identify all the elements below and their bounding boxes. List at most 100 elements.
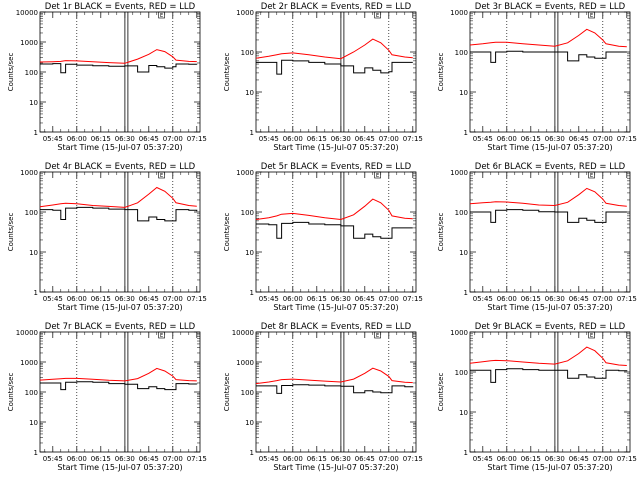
x-tick-label: 06:15 <box>521 455 541 463</box>
x-tick-label: 06:45 <box>569 135 589 143</box>
y-tick-label: 1 <box>250 129 254 137</box>
x-axis-label: Start Time (15-Jul-07 05:37:20) <box>487 463 612 472</box>
y-tick-label: 1000 <box>20 359 38 367</box>
chart-title: Det 1r BLACK = Events, RED = LLD <box>45 2 196 12</box>
x-tick-label: 07:15 <box>403 295 423 303</box>
y-axis-label: Counts/sec <box>223 373 231 412</box>
y-tick-label: 10 <box>29 99 38 107</box>
panel-det-4: Det 4r BLACK = Events, RED = LLD 1 10 100 10… <box>7 162 207 312</box>
x-tick-label: 06:30 <box>115 455 135 463</box>
x-tick-label: 07:00 <box>163 135 183 143</box>
y-tick-label: 1 <box>250 289 254 297</box>
panel-det-5: Det 5r BLACK = Events, RED = LLD 1 10 100 10… <box>223 162 423 312</box>
y-tick-label: 1 <box>464 289 468 297</box>
x-tick-label: 05:45 <box>473 295 493 303</box>
x-tick-label: 06:45 <box>139 455 159 463</box>
y-tick-label: 1000 <box>236 359 254 367</box>
y-tick-label: 100 <box>241 389 254 397</box>
x-tick-label: 06:00 <box>497 455 517 463</box>
x-tick-label: 07:00 <box>593 455 613 463</box>
x-tick-label: 05:45 <box>473 455 493 463</box>
x-tick-label: 06:15 <box>91 455 111 463</box>
plot-frame <box>39 331 201 453</box>
x-tick-label: 07:15 <box>187 135 207 143</box>
x-tick-label: 07:15 <box>403 135 423 143</box>
flag-label: E <box>376 333 379 339</box>
x-axis-label: Start Time (15-Jul-07 05:37:20) <box>487 303 612 312</box>
x-tick-label: 06:00 <box>67 295 87 303</box>
series-events-line <box>256 384 414 394</box>
flag-box <box>158 171 165 179</box>
flag-label: E <box>376 13 379 19</box>
x-tick-label: 05:45 <box>473 135 493 143</box>
panel-det-2: Det 2r BLACK = Events, RED = LLD 1 10 100 10… <box>223 2 423 152</box>
x-tick-label: 07:15 <box>187 295 207 303</box>
y-tick-label: 100 <box>455 49 468 57</box>
y-axis-label: Counts/sec <box>223 53 231 92</box>
flag-label: E <box>160 13 163 19</box>
y-tick-label: 10 <box>245 419 254 427</box>
x-tick-label: 06:45 <box>569 295 589 303</box>
x-tick-label: 06:30 <box>115 295 135 303</box>
flag-box <box>374 331 381 339</box>
y-tick-label: 10 <box>459 409 468 417</box>
x-tick-label: 07:15 <box>187 455 207 463</box>
x-tick-label: 07:15 <box>617 295 637 303</box>
x-tick-label: 06:00 <box>497 295 517 303</box>
series-events-line <box>40 63 198 74</box>
panel-det-6: Det 6r BLACK = Events, RED = LLD 1 10 100 10… <box>437 162 637 312</box>
panel-det-7: Det 7r BLACK = Events, RED = LLD 1 10 100 10… <box>7 322 207 472</box>
x-tick-label: 05:45 <box>43 135 63 143</box>
plot-frame <box>469 331 631 453</box>
y-tick-label: 10 <box>29 419 38 427</box>
x-tick-label: 06:00 <box>283 295 303 303</box>
y-tick-label: 100 <box>241 209 254 217</box>
x-tick-label: 06:30 <box>331 455 351 463</box>
chart-title: Det 2r BLACK = Events, RED = LLD <box>261 2 412 12</box>
chart-title: Det 8r BLACK = Events, RED = LLD <box>261 322 412 332</box>
x-tick-label: 06:30 <box>545 295 565 303</box>
plot-frame <box>255 11 417 133</box>
series-lld-line <box>469 187 627 207</box>
x-axis-label: Start Time (15-Jul-07 05:37:20) <box>57 463 182 472</box>
series-events-line <box>256 221 413 239</box>
x-axis-label: Start Time (15-Jul-07 05:37:20) <box>273 143 398 152</box>
y-tick-label: 1000 <box>20 39 38 47</box>
y-tick-label: 10 <box>459 89 468 97</box>
flag-label: E <box>590 13 593 19</box>
chart-title: Det 7r BLACK = Events, RED = LLD <box>45 322 196 332</box>
plot-frame <box>255 171 417 293</box>
x-tick-label: 06:30 <box>545 135 565 143</box>
x-tick-label: 05:45 <box>43 455 63 463</box>
x-tick-label: 06:15 <box>307 135 327 143</box>
flag-box <box>374 11 381 19</box>
y-tick-label: 1 <box>34 289 38 297</box>
series-lld-line <box>39 367 197 382</box>
series-events-line <box>40 206 198 222</box>
y-tick-label: 10 <box>459 249 468 257</box>
x-tick-label: 06:45 <box>355 455 375 463</box>
flag-label: E <box>376 173 379 179</box>
flag-label: E <box>160 173 163 179</box>
x-tick-label: 07:00 <box>379 455 399 463</box>
flag-box <box>158 11 165 19</box>
x-tick-label: 06:15 <box>307 295 327 303</box>
y-tick-label: 1 <box>250 449 254 457</box>
y-tick-label: 100 <box>25 69 38 77</box>
x-tick-label: 07:00 <box>163 295 183 303</box>
y-tick-label: 1 <box>464 449 468 457</box>
x-tick-label: 05:45 <box>259 455 279 463</box>
x-tick-label: 07:15 <box>617 455 637 463</box>
x-tick-label: 06:45 <box>569 455 589 463</box>
x-axis-label: Start Time (15-Jul-07 05:37:20) <box>273 303 398 312</box>
plot-frame <box>39 171 201 293</box>
x-tick-label: 05:45 <box>259 135 279 143</box>
x-tick-label: 06:00 <box>283 455 303 463</box>
plot-frame <box>469 11 631 133</box>
y-axis-label: Counts/sec <box>7 213 15 252</box>
y-tick-label: 1000 <box>450 329 468 337</box>
chart-title: Det 9r BLACK = Events, RED = LLD <box>475 322 626 332</box>
plot-frame <box>469 171 631 293</box>
x-tick-label: 06:00 <box>67 455 87 463</box>
y-tick-label: 100 <box>25 389 38 397</box>
